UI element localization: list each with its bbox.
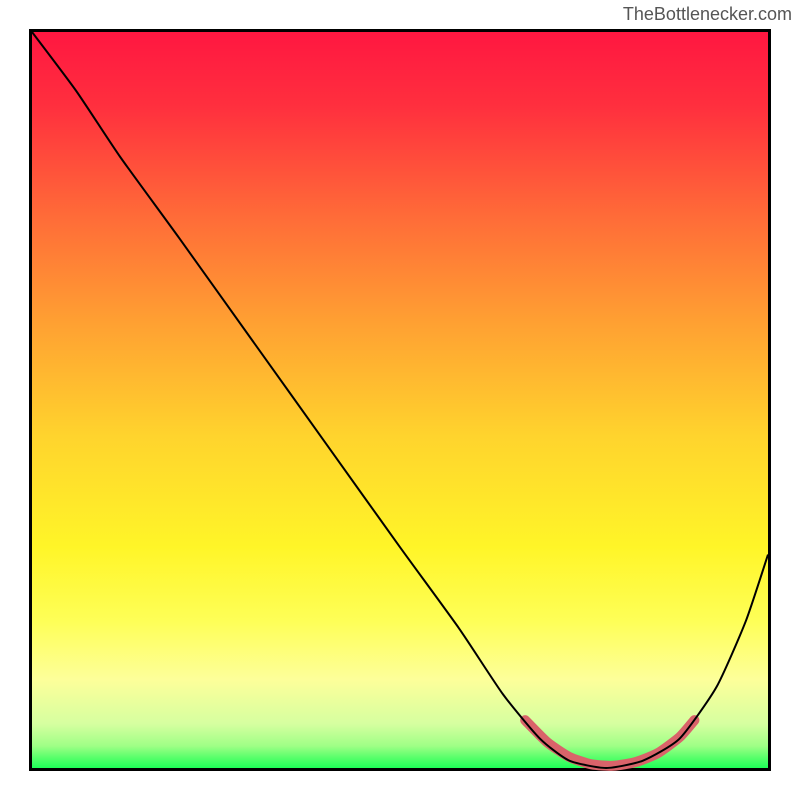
bottleneck-chart bbox=[0, 0, 800, 800]
attribution-text: TheBottlenecker.com bbox=[623, 4, 792, 25]
chart-container: TheBottlenecker.com bbox=[0, 0, 800, 800]
plot-background bbox=[32, 32, 768, 768]
